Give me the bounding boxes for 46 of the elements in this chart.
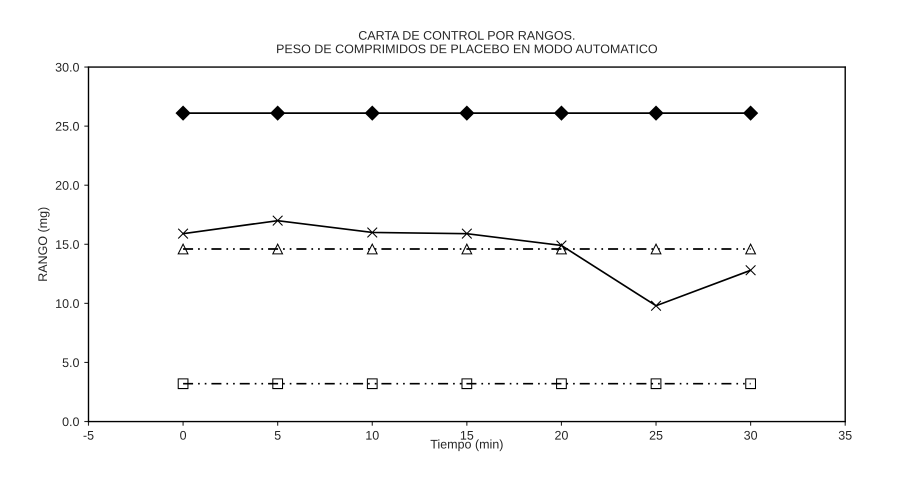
point	[461, 228, 472, 240]
point	[178, 228, 188, 240]
x-tick-label: 10	[366, 430, 379, 440]
point	[745, 378, 756, 390]
y-tick-label: 30.0	[56, 62, 79, 72]
point	[556, 378, 567, 390]
x-tick-label: 0	[180, 430, 186, 440]
y-tick-label: 10.0	[56, 299, 79, 308]
point	[178, 244, 188, 254]
y-axis-title: RANGO (mg)	[38, 208, 50, 281]
x-tick-label: 25	[650, 430, 662, 440]
point	[272, 378, 284, 390]
point	[176, 106, 190, 121]
point	[745, 244, 756, 254]
point	[272, 215, 284, 226]
point	[556, 240, 567, 251]
point	[270, 106, 286, 121]
x-axis-title: Tiempo (min)	[430, 439, 503, 452]
x-tick-label: 20	[555, 430, 568, 440]
point	[556, 244, 567, 254]
point	[272, 244, 284, 254]
x-tick-label: 15	[460, 431, 474, 440]
point	[650, 378, 662, 390]
y-tick-label: 25.0	[56, 122, 79, 131]
point	[366, 378, 378, 390]
point	[461, 378, 472, 390]
x-tick-label: -5	[83, 431, 94, 440]
point	[366, 227, 378, 238]
y-tick-label: 15.0	[56, 240, 79, 249]
point	[461, 244, 472, 254]
point	[650, 244, 662, 254]
y-tick-label: 5.0	[62, 358, 79, 368]
point	[459, 106, 474, 121]
point	[745, 264, 756, 276]
x-tick-label: 5	[274, 431, 281, 440]
y-tick-label: 0.0	[62, 417, 79, 426]
chart-title: CARTA DE CONTROL POR RANGOS. PESO DE COMPRIMIDOS DE PLACEBO EN MODO AUTOMATICO	[277, 30, 658, 54]
point	[366, 244, 378, 254]
x-tick-label: 35	[838, 430, 852, 440]
point	[178, 378, 188, 390]
point	[364, 106, 380, 121]
point	[648, 106, 664, 121]
y-tick-label: 20.0	[56, 181, 79, 190]
point	[743, 106, 758, 121]
x-tick-label: 30	[744, 430, 758, 440]
point	[554, 106, 569, 121]
